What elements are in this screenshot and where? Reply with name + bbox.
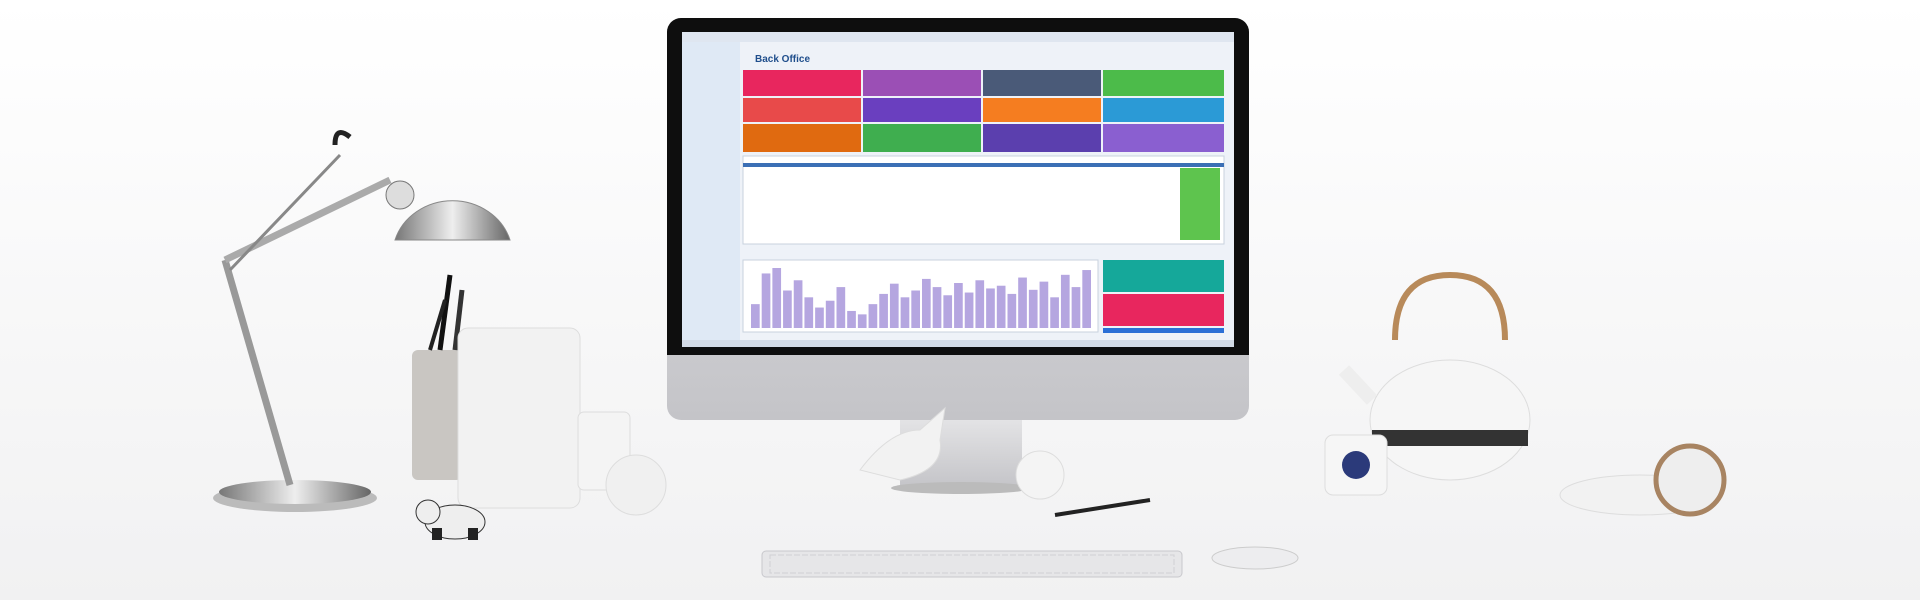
panda-figure xyxy=(415,499,486,540)
chart-bar xyxy=(772,268,782,328)
chart-bar xyxy=(868,304,878,328)
chart-bar xyxy=(889,283,899,328)
chart-bar xyxy=(857,314,867,328)
chart-bar xyxy=(1071,287,1081,328)
chart-bar xyxy=(1082,270,1091,328)
tile xyxy=(1103,260,1224,292)
paper-ball xyxy=(1015,450,1065,500)
screen: Back Office xyxy=(682,32,1234,347)
chart-bar xyxy=(964,292,974,328)
chart-bar xyxy=(996,285,1006,328)
tile xyxy=(1103,328,1224,333)
chart-bar xyxy=(943,295,953,328)
chart-bar xyxy=(954,283,963,328)
chart-bar xyxy=(815,307,824,328)
chart-bar xyxy=(1018,277,1027,328)
bird-figure xyxy=(859,406,946,481)
chart-bar xyxy=(900,297,910,328)
chart-bar xyxy=(847,310,856,328)
chart-bar xyxy=(804,297,814,328)
teapot xyxy=(1338,271,1531,481)
chart-bar xyxy=(836,287,846,328)
tile xyxy=(1103,294,1224,326)
chart-bar xyxy=(1060,274,1070,328)
headphones xyxy=(1559,443,1727,517)
chart-bar xyxy=(922,278,931,328)
desk-lamp xyxy=(213,130,511,512)
chart-bar xyxy=(825,300,835,328)
screen-title: Back Office xyxy=(755,54,810,65)
chart-bar xyxy=(1050,297,1059,328)
chart-bar xyxy=(783,290,792,328)
tiles xyxy=(743,70,1224,152)
data-table xyxy=(742,155,1225,245)
chart-bar xyxy=(986,288,995,328)
chart-bar xyxy=(879,293,888,328)
chart-bar xyxy=(793,280,803,328)
chart-bar xyxy=(975,280,985,328)
keyboard xyxy=(761,550,1183,578)
chart-bar xyxy=(1039,281,1049,328)
sidebar xyxy=(682,42,740,347)
chart-bar xyxy=(1007,293,1017,328)
chart-bar xyxy=(761,273,771,328)
chart-bar xyxy=(751,304,760,328)
chart-bar xyxy=(1028,289,1038,328)
pencil xyxy=(1054,498,1151,517)
chart-bar xyxy=(932,287,942,328)
cup xyxy=(1324,434,1388,496)
pencil-cups xyxy=(412,274,667,516)
chart-bar xyxy=(911,290,920,328)
mouse xyxy=(1211,546,1299,570)
